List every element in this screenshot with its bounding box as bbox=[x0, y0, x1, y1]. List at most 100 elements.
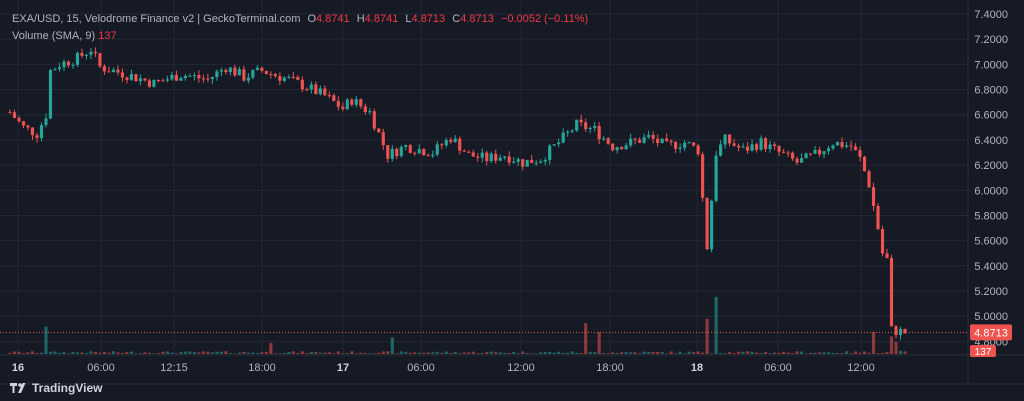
candle-body bbox=[21, 121, 26, 126]
candle-body bbox=[894, 326, 898, 335]
last-price-label: 4.8713 bbox=[974, 327, 1008, 339]
volume-bar bbox=[39, 352, 44, 354]
volume-bar bbox=[525, 353, 529, 354]
tradingview-brand[interactable]: TradingView bbox=[10, 381, 102, 395]
volume-bar bbox=[161, 351, 165, 354]
volume-bar bbox=[786, 352, 790, 354]
volume-bar bbox=[350, 351, 354, 354]
volume-bar bbox=[498, 352, 502, 354]
candle-body bbox=[808, 153, 813, 155]
candle-body bbox=[170, 74, 174, 80]
candle-body bbox=[728, 134, 732, 144]
candle-body bbox=[817, 149, 822, 155]
candle-body bbox=[647, 134, 651, 138]
volume-bar bbox=[620, 352, 624, 354]
volume-bar bbox=[323, 352, 327, 354]
volume-bar bbox=[552, 352, 556, 354]
volume-bar bbox=[435, 351, 439, 354]
volume-bar bbox=[885, 352, 889, 354]
x-tick-label: 18 bbox=[691, 362, 703, 374]
volume-bar bbox=[219, 351, 223, 354]
volume-bar bbox=[835, 352, 840, 354]
volume-bar bbox=[737, 351, 741, 354]
volume-bar bbox=[246, 352, 250, 354]
candle-body bbox=[287, 76, 291, 78]
volume-bar bbox=[862, 351, 867, 354]
candle-body bbox=[377, 128, 381, 133]
volume-bar bbox=[156, 353, 160, 354]
candle-body bbox=[844, 145, 849, 147]
volume-bar bbox=[251, 352, 255, 354]
candle-body bbox=[759, 138, 763, 150]
candle-body bbox=[525, 159, 529, 167]
x-tick-label: 18:00 bbox=[248, 362, 276, 374]
volume-bar bbox=[368, 353, 372, 354]
volume-bar bbox=[871, 332, 876, 354]
candle-body bbox=[471, 152, 475, 157]
candle-body bbox=[822, 151, 826, 155]
candle-body bbox=[165, 79, 169, 81]
candle-body bbox=[404, 145, 408, 147]
candle-body bbox=[498, 157, 502, 161]
y-tick-label: 5.4000 bbox=[974, 261, 1008, 273]
volume-bar bbox=[790, 353, 795, 354]
candle-body bbox=[449, 139, 453, 142]
volume-bar bbox=[804, 353, 808, 354]
x-tick-label: 12:15 bbox=[160, 362, 188, 374]
volume-bar bbox=[336, 351, 340, 354]
candle-body bbox=[215, 71, 219, 78]
candle-body bbox=[345, 99, 349, 110]
candle-body bbox=[489, 153, 493, 162]
candle-body bbox=[786, 152, 790, 154]
volume-bar bbox=[781, 351, 786, 354]
volume-bar bbox=[404, 351, 408, 354]
volume-bar bbox=[795, 351, 799, 354]
candle-body bbox=[696, 145, 700, 155]
volume-bar bbox=[593, 352, 597, 354]
candle-body bbox=[642, 137, 646, 143]
volume-bar bbox=[772, 352, 777, 354]
candle-body bbox=[467, 151, 471, 153]
candle-body bbox=[530, 159, 534, 164]
candle-body bbox=[228, 67, 232, 72]
candle-body bbox=[386, 145, 390, 159]
volume-bar bbox=[237, 352, 241, 354]
legend-close: 4.8713 bbox=[460, 13, 494, 25]
volume-bar bbox=[107, 352, 111, 354]
candle-body bbox=[30, 127, 35, 136]
candle-body bbox=[772, 144, 777, 146]
y-tick-label: 7.4000 bbox=[974, 9, 1008, 21]
candle-body bbox=[790, 152, 795, 159]
candle-body bbox=[588, 127, 592, 130]
volume-bar bbox=[341, 353, 345, 354]
candle-body bbox=[89, 51, 93, 55]
legend-volume-label: Volume (SMA, 9) bbox=[12, 30, 96, 42]
candle-body bbox=[795, 158, 799, 163]
candle-body bbox=[903, 328, 907, 334]
candle-body bbox=[62, 61, 66, 68]
volume-bar bbox=[179, 352, 183, 354]
volume-bar bbox=[426, 352, 430, 354]
volume-bar bbox=[467, 352, 471, 354]
volume-bar bbox=[75, 352, 80, 354]
volume-bar bbox=[826, 352, 831, 354]
candle-body bbox=[120, 72, 125, 78]
candle-body bbox=[534, 162, 538, 164]
volume-bar bbox=[858, 352, 862, 354]
candle-body bbox=[48, 70, 53, 119]
candle-body bbox=[129, 74, 134, 80]
legend-open: 4.8741 bbox=[316, 13, 350, 25]
volume-bar bbox=[89, 351, 93, 354]
volume-bar bbox=[12, 351, 17, 354]
candle-body bbox=[710, 200, 714, 250]
last-volume-badge bbox=[970, 345, 996, 357]
candle-body bbox=[804, 153, 808, 159]
volume-bar bbox=[345, 352, 349, 354]
candle-body bbox=[862, 156, 867, 172]
volume-bar bbox=[516, 353, 520, 354]
x-tick-label: 12:00 bbox=[507, 362, 535, 374]
y-tick-label: 6.2000 bbox=[974, 160, 1008, 172]
candle-body bbox=[138, 78, 143, 82]
candle-body bbox=[363, 106, 367, 112]
